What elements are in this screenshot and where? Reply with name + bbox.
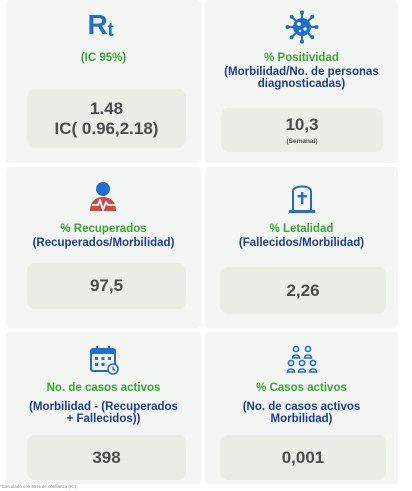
positividad-label-formula-1: (Morbilidad/No. de personas: [224, 66, 379, 78]
pct-casos-activos-label-formula-1: (No. de casos activos: [242, 401, 361, 413]
pct-casos-activos-label-formula-2: Morbilidad): [270, 413, 333, 425]
pct-casos-activos-card: % Casos activos (No. de casos activos Mo…: [205, 332, 398, 484]
recuperados-value: 97,5: [89, 276, 124, 295]
positividad-card: % Positividad (Morbilidad/No. de persona…: [205, 0, 398, 163]
rt-card: R t (IC 95%) 1.48 IC( 0.96,2.18): [6, 0, 201, 163]
rt-confidence-interval: IC( 0.96,2.18): [54, 118, 159, 138]
positividad-value: 10,3: [285, 114, 319, 134]
casos-activos-label-title: No. de casos activos: [46, 382, 161, 394]
letalidad-label-formula: (Fallecidos/Morbilidad): [238, 237, 365, 249]
casos-activos-icon-wrap: [6, 344, 201, 376]
positividad-label-formula-2: diagnosticadas): [257, 78, 346, 90]
rt-symbol-letter: R: [87, 9, 108, 40]
pct-casos-activos-value-box: 0,001: [220, 435, 386, 480]
casos-activos-card: No. de casos activos (Morbilidad - (Recu…: [6, 332, 201, 484]
tombstone-icon: [288, 185, 315, 213]
footnote: *Calculado con 95% de confianza (IC): [0, 484, 77, 489]
rt-symbol-icon: R t: [84, 10, 124, 44]
rt-value: 1.48: [89, 98, 124, 118]
indicator-grid: R t (IC 95%) 1.48 IC( 0.96,2.18): [6, 0, 398, 484]
recuperados-icon-wrap: [6, 181, 201, 215]
calendar-grid-icon: [89, 346, 119, 375]
people-group-icon: [286, 345, 317, 373]
positividad-label-title: % Positividad: [264, 52, 339, 64]
pct-casos-activos-icon-wrap: [205, 344, 398, 376]
person-heartbeat-icon: [89, 182, 116, 211]
recuperados-value-box: 97,5: [27, 263, 186, 309]
casos-activos-value: 398: [92, 447, 121, 467]
pct-casos-activos-label-title: % Casos activos: [256, 382, 347, 394]
letalidad-value: 2,26: [286, 280, 320, 300]
rt-symbol-subscript: t: [107, 20, 114, 41]
casos-activos-label-formula-1: (Morbilidad - (Recuperados: [29, 401, 178, 413]
recuperados-label-title: % Recuperados: [60, 223, 147, 235]
positividad-value-box: 10,3 (Semanal): [221, 108, 383, 152]
pct-casos-activos-value: 0,001: [281, 447, 325, 467]
recuperados-card: % Recuperados (Recuperados/Morbilidad) 9…: [6, 167, 201, 328]
letalidad-icon-wrap: [205, 181, 398, 215]
rt-icon-wrap: R t: [6, 10, 201, 44]
letalidad-card: % Letalidad (Fallecidos/Morbilidad) 2,26: [205, 167, 398, 328]
letalidad-value-box: 2,26: [220, 267, 386, 314]
right-margin: [398, 0, 412, 491]
recuperados-label-formula: (Recuperados/Morbilidad): [32, 237, 175, 249]
casos-activos-label-formula-2: + Fallecidos)): [66, 413, 141, 425]
positividad-period: (Semanal): [286, 137, 318, 145]
virus-icon: [285, 10, 318, 44]
casos-activos-value-box: 398: [27, 435, 186, 480]
letalidad-label-title: % Letalidad: [269, 223, 334, 235]
rt-label: (IC 95%): [80, 52, 127, 64]
positividad-icon-wrap: [205, 10, 398, 44]
rt-value-box: 1.48 IC( 0.96,2.18): [27, 89, 186, 148]
